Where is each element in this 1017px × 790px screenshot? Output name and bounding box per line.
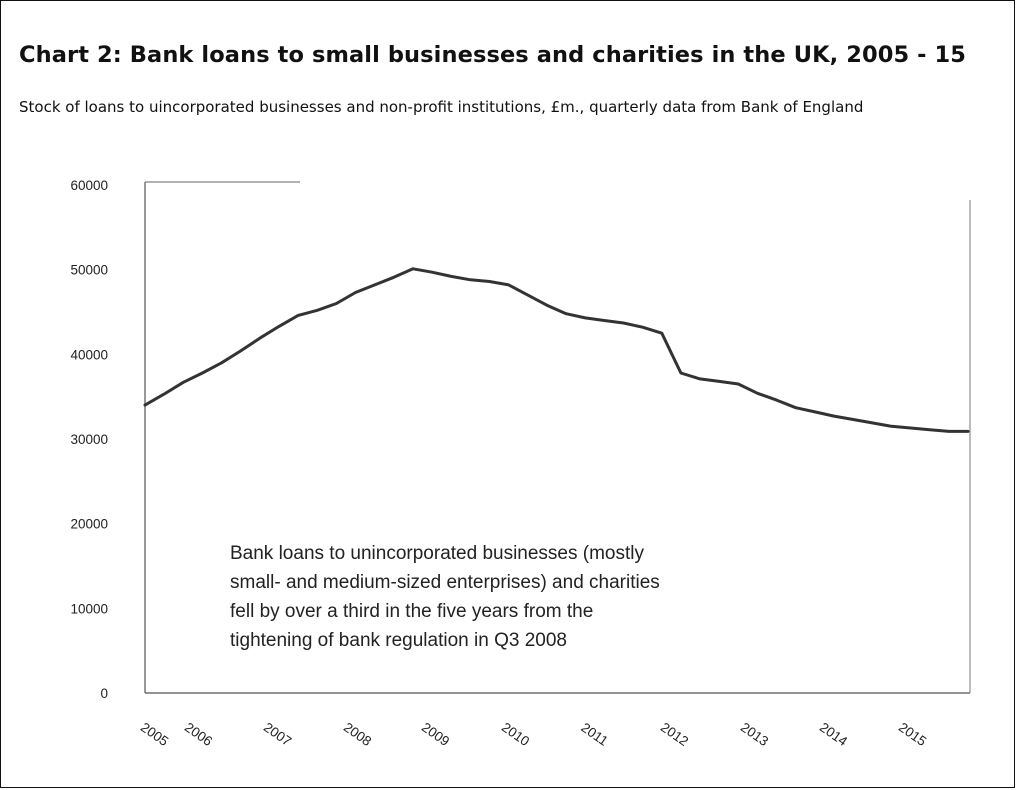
x-tick-label: 2009 <box>419 720 452 750</box>
y-tick-label: 20000 <box>70 517 108 532</box>
chart-subtitle: Stock of loans to uincorporated business… <box>19 98 864 116</box>
y-tick-label: 0 <box>100 686 108 701</box>
x-tick-label: 2013 <box>738 720 771 750</box>
y-tick-label: 50000 <box>70 263 108 278</box>
series-line <box>143 267 970 433</box>
x-tick-label: 2007 <box>261 720 294 750</box>
annotation-line: Bank loans to unincorporated businesses … <box>230 543 645 564</box>
x-tick-label: 2006 <box>182 720 215 750</box>
x-tick-label: 2011 <box>578 720 610 749</box>
x-tick-label: 2015 <box>896 720 929 750</box>
annotation-line: small- and medium-sized enterprises) and… <box>230 572 660 593</box>
plot-area: 0 10000 20000 30000 40000 50000 60000 2005 2006 2… <box>70 178 971 750</box>
annotation-line: tightening of bank regulation in Q3 2008 <box>230 630 567 651</box>
x-tick-label: 2014 <box>817 720 851 750</box>
y-tick-label: 60000 <box>70 178 108 193</box>
x-tick-label: 2010 <box>499 720 532 750</box>
y-tick-label: 10000 <box>70 601 108 616</box>
x-tick-label: 2012 <box>658 720 691 750</box>
chart-title: Chart 2: Bank loans to small businesses … <box>19 42 967 68</box>
x-tick-label: 2008 <box>341 720 374 750</box>
x-tick-label: 2005 <box>138 720 171 750</box>
annotation-line: fell by over a third in the five years f… <box>230 601 593 622</box>
y-tick-label: 30000 <box>70 432 108 447</box>
y-tick-label: 40000 <box>70 347 108 362</box>
